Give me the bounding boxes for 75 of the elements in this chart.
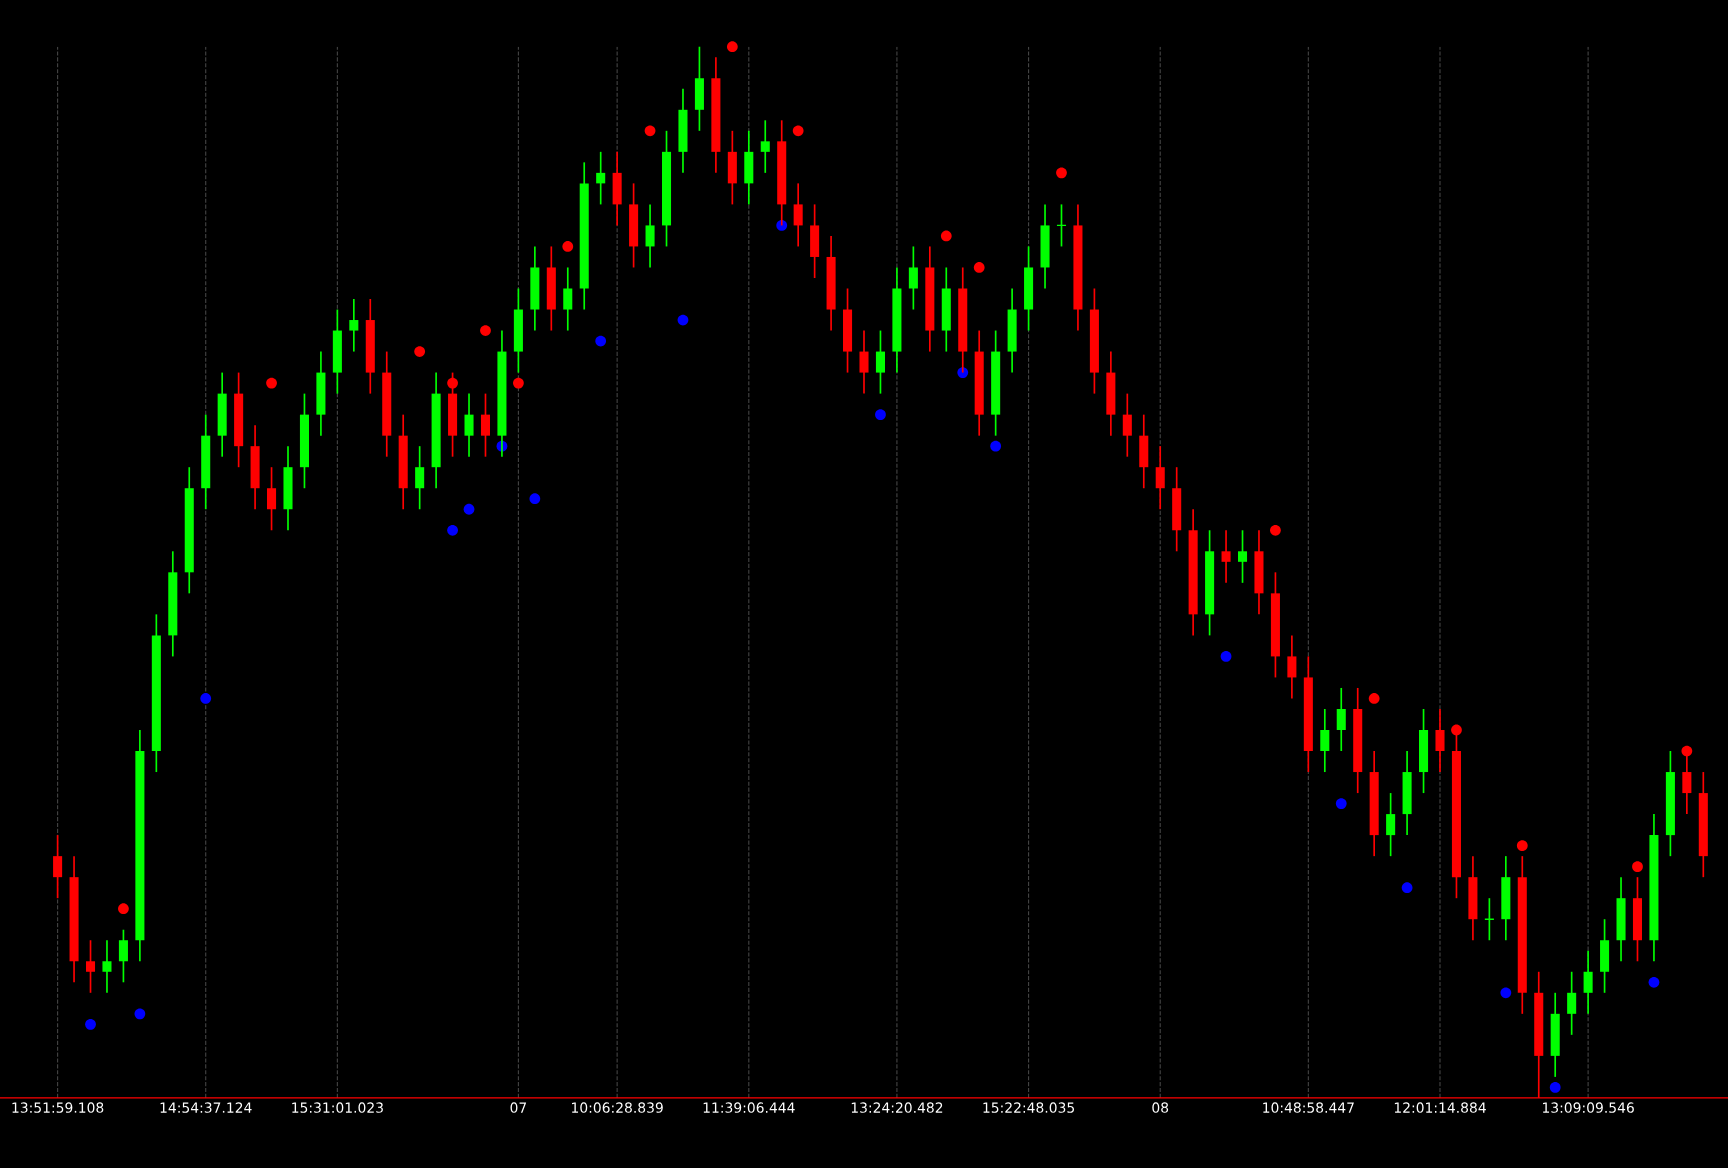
- point: [1220, 651, 1232, 662]
- candlestick: [1221, 529, 1231, 584]
- point: [118, 903, 129, 915]
- x-tick-label: 07: [510, 1102, 527, 1113]
- point: [1056, 167, 1067, 179]
- candlestick: [859, 329, 869, 395]
- candlestick: [1386, 792, 1396, 857]
- x-tick-label: 15:31:01.023: [292, 1102, 383, 1113]
- candlestick: [1320, 708, 1330, 773]
- point: [447, 524, 458, 536]
- candlestick: [1484, 897, 1495, 942]
- candlestick: [596, 151, 606, 206]
- candlestick: [1056, 203, 1067, 248]
- x-tick-label: 10:48:58.447: [1263, 1102, 1354, 1113]
- point: [1335, 798, 1347, 809]
- point: [644, 125, 656, 137]
- x-tick-label: 12:01:14.884: [1394, 1102, 1486, 1113]
- candlestick: [349, 298, 359, 353]
- point: [529, 493, 541, 505]
- candlestick: [85, 939, 96, 994]
- point: [1632, 861, 1643, 873]
- point: [1500, 987, 1512, 999]
- candlestick: [118, 928, 128, 984]
- point: [1451, 724, 1462, 736]
- point: [1549, 1082, 1561, 1093]
- point: [480, 325, 491, 336]
- candlestick: [102, 939, 112, 994]
- x-tick-label: 15:22:48.035: [983, 1102, 1075, 1113]
- point: [1516, 840, 1528, 852]
- x-tick-label: 10:06:28.839: [572, 1102, 663, 1113]
- candlestick: [480, 392, 491, 458]
- x-tick-label: 13:51:59.108: [12, 1102, 104, 1113]
- candlestick: [793, 182, 803, 248]
- point: [414, 346, 426, 357]
- x-tick-label: 11:39:06.444: [703, 1102, 795, 1113]
- candlestick: [415, 445, 425, 511]
- candlestick: [908, 245, 918, 311]
- point: [513, 377, 524, 389]
- point: [973, 262, 985, 273]
- point: [940, 230, 952, 242]
- point: [990, 440, 1002, 452]
- point: [1401, 882, 1413, 894]
- point: [875, 409, 886, 421]
- x-tick-label: 08: [1152, 1102, 1169, 1113]
- candlestick: [1237, 529, 1248, 584]
- candlestick: [53, 834, 63, 900]
- point: [595, 335, 607, 347]
- x-tick-label: 13:24:20.482: [851, 1102, 943, 1113]
- candlestick: [563, 266, 573, 332]
- point: [200, 693, 212, 704]
- point: [677, 314, 689, 326]
- candlestick: [1155, 445, 1165, 511]
- point: [1648, 976, 1660, 988]
- point: [463, 503, 475, 515]
- point: [726, 41, 738, 53]
- x-tick-label: 13:09:09.546: [1542, 1102, 1634, 1113]
- point: [134, 1008, 146, 1020]
- point: [1270, 524, 1281, 536]
- candlestick: [464, 392, 474, 458]
- candlestick: [1122, 392, 1132, 458]
- point: [266, 377, 277, 389]
- candlestick: [760, 119, 770, 174]
- candlestick: [645, 203, 655, 269]
- candlestick: [1336, 687, 1346, 752]
- candlestick: [1583, 949, 1593, 1015]
- candlestick: [1435, 708, 1445, 773]
- point: [562, 241, 574, 252]
- candlestick: [1287, 634, 1297, 700]
- candlestick: [1567, 970, 1577, 1036]
- point: [792, 125, 804, 137]
- candlestick: [875, 329, 885, 395]
- candlestick: [267, 466, 277, 532]
- point: [1368, 693, 1380, 704]
- point: [85, 1018, 96, 1030]
- x-tick-label: 14:54:37.124: [160, 1102, 252, 1113]
